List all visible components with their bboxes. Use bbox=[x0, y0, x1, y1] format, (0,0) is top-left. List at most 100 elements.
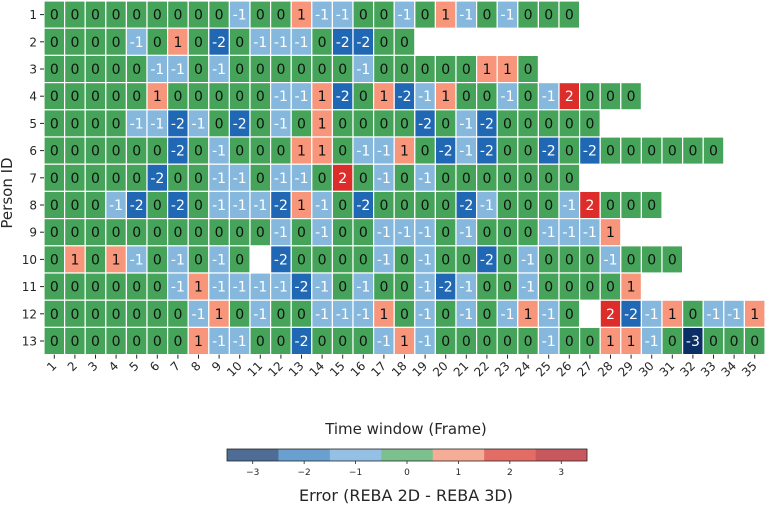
cell-value-label: 0 bbox=[50, 280, 59, 296]
cell-value-label: 0 bbox=[462, 62, 471, 78]
cell-value-label: 1 bbox=[379, 307, 388, 323]
cell-value-label: 0 bbox=[50, 307, 59, 323]
cell-value-label: -1 bbox=[418, 89, 432, 105]
cell-value-label: -2 bbox=[130, 198, 144, 214]
x-tick-label: 18 bbox=[389, 359, 410, 380]
cell-value-label: -2 bbox=[356, 35, 370, 51]
colorbar-segment bbox=[432, 449, 485, 461]
cell-value-label: 0 bbox=[359, 8, 368, 24]
cell-value-label: -2 bbox=[171, 198, 185, 214]
x-tick-label: 35 bbox=[739, 359, 760, 380]
cell-value-label: 0 bbox=[462, 171, 471, 187]
cell-value-label: 0 bbox=[379, 62, 388, 78]
y-tick-label: 3 bbox=[29, 63, 37, 77]
cell-value-label: -1 bbox=[212, 198, 226, 214]
cell-value-label: 0 bbox=[482, 89, 491, 105]
cell-value-label: -1 bbox=[707, 307, 721, 323]
cell-value-label: 1 bbox=[318, 89, 327, 105]
cell-value-label: -1 bbox=[418, 225, 432, 241]
colorbar: −3 −2 −1 0 1 2 3 bbox=[226, 448, 588, 478]
heatmap-cell bbox=[558, 0, 581, 29]
cell-value-label: -1 bbox=[418, 307, 432, 323]
x-tick-label: 4 bbox=[106, 359, 121, 374]
cell-value-label: 1 bbox=[400, 144, 409, 160]
cell-value-label: 1 bbox=[482, 62, 491, 78]
cell-value-label: 0 bbox=[132, 225, 141, 241]
cell-value-label: 0 bbox=[338, 225, 347, 241]
cell-value-label: 0 bbox=[524, 225, 533, 241]
cell-value-label: 0 bbox=[112, 35, 121, 51]
cell-value-label: 0 bbox=[91, 198, 100, 214]
cell-value-label: -1 bbox=[274, 35, 288, 51]
cell-value-label: 2 bbox=[606, 307, 615, 323]
cell-value-label: -1 bbox=[336, 8, 350, 24]
cell-value-label: -1 bbox=[418, 171, 432, 187]
cell-value-label: 0 bbox=[318, 171, 327, 187]
cell-value-label: 0 bbox=[153, 35, 162, 51]
cell-value-label: 0 bbox=[482, 171, 491, 187]
cell-value-label: 0 bbox=[668, 252, 677, 268]
cell-value-label: 0 bbox=[50, 35, 59, 51]
cell-value-label: 0 bbox=[400, 116, 409, 132]
cell-value-label: -1 bbox=[501, 89, 515, 105]
cell-value-label: 0 bbox=[606, 280, 615, 296]
cell-value-label: -1 bbox=[542, 225, 556, 241]
cell-value-label: -1 bbox=[356, 307, 370, 323]
cell-value-label: 0 bbox=[709, 334, 718, 350]
cell-value-label: 0 bbox=[647, 252, 656, 268]
cell-value-label: 0 bbox=[153, 252, 162, 268]
cell-value-label: 0 bbox=[627, 89, 636, 105]
cell-value-label: 0 bbox=[276, 334, 285, 350]
cell-value-label: -1 bbox=[501, 8, 515, 24]
cell-value-label: 0 bbox=[750, 334, 759, 350]
cell-value-label: 0 bbox=[297, 252, 306, 268]
cell-value-label: 0 bbox=[112, 89, 121, 105]
cell-value-label: 0 bbox=[524, 89, 533, 105]
cell-value-label: 0 bbox=[235, 89, 244, 105]
cell-value-label: 2 bbox=[585, 198, 594, 214]
x-tick-label: 27 bbox=[574, 359, 595, 380]
heatmap-cell bbox=[661, 245, 684, 274]
cell-value-label: 1 bbox=[668, 307, 677, 323]
cell-value-label: 0 bbox=[503, 225, 512, 241]
cell-value-label: 0 bbox=[70, 171, 79, 187]
cell-value-label: 0 bbox=[709, 144, 718, 160]
cell-value-label: 0 bbox=[606, 198, 615, 214]
x-tick-label: 5 bbox=[127, 359, 142, 374]
cell-value-label: 0 bbox=[256, 116, 265, 132]
cell-value-label: 0 bbox=[112, 62, 121, 78]
cell-value-label: 0 bbox=[338, 116, 347, 132]
colorbar-segment bbox=[329, 449, 382, 461]
x-tick-label: 20 bbox=[430, 359, 451, 380]
cell-value-label: 0 bbox=[215, 116, 224, 132]
cell-value-label: 0 bbox=[215, 8, 224, 24]
cell-value-label: 0 bbox=[544, 171, 553, 187]
cell-value-label: 1 bbox=[627, 334, 636, 350]
cell-value-label: 0 bbox=[91, 116, 100, 132]
cell-value-label: 0 bbox=[524, 171, 533, 187]
cell-value-label: -1 bbox=[418, 334, 432, 350]
cell-value-label: 0 bbox=[668, 334, 677, 350]
cell-value-label: 0 bbox=[256, 89, 265, 105]
y-tick-label: 13 bbox=[22, 335, 37, 349]
cell-value-label: 0 bbox=[565, 334, 574, 350]
cell-value-label: -1 bbox=[150, 116, 164, 132]
cell-value-label: 0 bbox=[503, 116, 512, 132]
cell-value-label: -1 bbox=[150, 62, 164, 78]
heatmap-cells: 0 0 0 0 0 0 0 0 0 -1 0 0 1 -1 -1 0 0 -1 0 1 -1 0 -1 0 0 00 0 0 0 -1 0 1… bbox=[43, 0, 766, 356]
cell-value-label: 0 bbox=[153, 8, 162, 24]
x-tick-label: 10 bbox=[224, 359, 245, 380]
cell-value-label: -2 bbox=[336, 35, 350, 51]
cell-value-label: 0 bbox=[50, 225, 59, 241]
cell-value-label: -2 bbox=[336, 89, 350, 105]
cell-value-label: 1 bbox=[297, 144, 306, 160]
cell-value-label: -1 bbox=[295, 171, 309, 187]
cell-value-label: -1 bbox=[171, 280, 185, 296]
cell-value-label: 1 bbox=[194, 280, 203, 296]
cell-value-label: 0 bbox=[70, 198, 79, 214]
cell-value-label: 1 bbox=[750, 307, 759, 323]
cell-value-label: 0 bbox=[565, 171, 574, 187]
cell-value-label: 0 bbox=[153, 307, 162, 323]
cell-value-label: 0 bbox=[91, 171, 100, 187]
cell-value-label: -1 bbox=[356, 280, 370, 296]
